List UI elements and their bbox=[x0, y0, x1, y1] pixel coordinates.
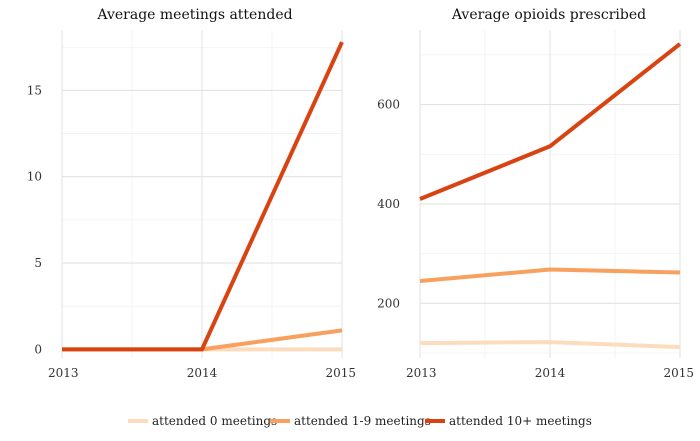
x-tick-label: 2015 bbox=[325, 366, 356, 380]
legend-label: attended 0 meetings bbox=[152, 414, 277, 428]
x-tick-label: 2013 bbox=[48, 366, 79, 380]
y-tick-label: 400 bbox=[377, 197, 400, 211]
panel-opioids-prescribed: 200 400 600 2013 2014 2015 Average opioids pre… bbox=[377, 7, 694, 380]
x-tick-label: 2015 bbox=[663, 366, 694, 380]
legend-label: attended 1-9 meetings bbox=[294, 414, 431, 428]
y-tick-label: 200 bbox=[377, 296, 400, 310]
legend-label: attended 10+ meetings bbox=[449, 414, 592, 428]
panel-title: Average meetings attended bbox=[96, 7, 292, 23]
x-tick-label: 2013 bbox=[406, 366, 437, 380]
panel-meetings-attended: 0 5 10 15 2013 2014 2015 Average meetings atten… bbox=[27, 7, 356, 380]
legend: attended 0 meetings attended 1-9 meetings… bbox=[128, 414, 592, 428]
y-tick-label: 0 bbox=[34, 342, 42, 356]
y-tick-label: 5 bbox=[34, 256, 42, 270]
x-tick-label: 2014 bbox=[187, 366, 218, 380]
x-tick-label: 2014 bbox=[535, 366, 566, 380]
panel-title: Average opioids prescribed bbox=[451, 7, 646, 23]
y-tick-label: 600 bbox=[377, 98, 400, 112]
y-tick-label: 10 bbox=[27, 170, 42, 184]
y-tick-label: 15 bbox=[27, 83, 42, 97]
